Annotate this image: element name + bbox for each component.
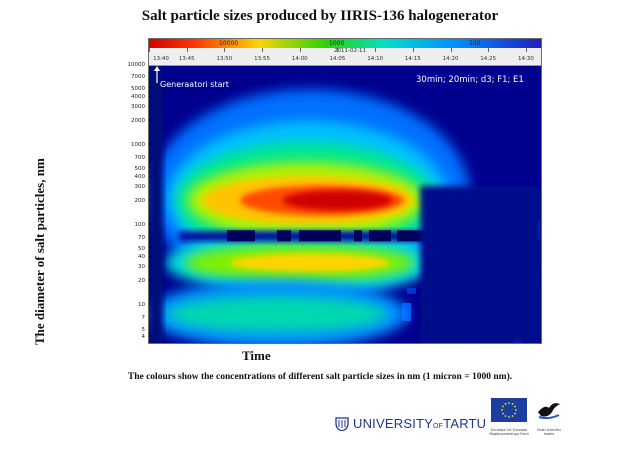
y-tick-label: 30 [138,264,145,271]
university-seal-icon [335,417,349,431]
colorbar: 10000 1000 100 [149,39,541,48]
caption: The colours show the concentrations of d… [127,372,513,382]
eu-star-icon [508,402,510,404]
chart-title: Salt particle sizes produced by IIRIS-13… [141,8,499,24]
ut-logo-text-main: UNIVERSITY [353,415,434,431]
x-tick-mark [299,48,301,52]
y-tick-label: 2000 [131,118,145,125]
y-tick-label: 10000 [127,62,146,68]
heat-band-mid [167,296,388,333]
heatmap-area [149,66,541,343]
y-tick-label: 200 [134,198,146,205]
y-tick-label: 700 [134,154,146,161]
heat-gap-block [397,230,431,242]
y-tick-label: 1000 [131,142,145,149]
eu-star-icon [508,416,510,418]
parameters-annotation: 30min; 20min; d3; F1; E1 [416,75,524,85]
x-tick-label: 13:50 [216,56,233,62]
chart-frame: 10000 1000 100 2011-02-11 13:40 13:45 13:5… [148,38,542,344]
y-tick-label: 100 [134,222,146,229]
eu-star-icon [504,415,507,417]
y-tick-label: 5000 [131,86,145,93]
y-tick-label: 3000 [131,103,145,110]
y-tick-label: 400 [134,174,146,181]
y-axis-label: The diameter of salt particles, nm [32,158,47,345]
y-tick-label: 7 [141,314,146,321]
heat-gap-block [277,230,291,242]
x-tick-mark [149,48,150,52]
y-tick-label: 50 [138,246,145,253]
ut-logo-text-of: OF [433,422,444,430]
x-tick-mark [262,48,264,52]
y-tick-label: 5 [141,326,146,333]
y-tick-label: 7000 [131,74,145,81]
swallow-icon [538,403,560,420]
x-tick-label: 13:45 [178,56,195,62]
heatmap-svg [149,66,541,343]
y-tick-label: 4 [141,334,146,341]
eu-star-icon [502,412,504,415]
y-tick-label: 500 [134,166,146,173]
heat-gap-block [227,230,255,242]
heat-gap-block [369,230,391,242]
time-axis: 2011-02-11 13:40 13:45 13:50 13:55 14:00 14:0… [149,48,541,66]
x-tick-label: 13:55 [254,56,270,62]
generator-start-annotation: Generaatori start [160,80,229,89]
eu-star-icon [514,412,516,415]
eu-star-icon [511,403,514,405]
y-tick-label: 20 [138,278,145,285]
x-tick-mark [337,48,339,52]
eu-star-icon [514,405,516,408]
y-tick-label: 70 [138,234,145,241]
university-of-tartu-logo: UNIVERSITYOFTARTU [335,415,486,431]
y-tick-label: 300 [134,184,146,191]
y-axis: 4 5 7 10 20 30 40 50 70 100 200 300 400 500 700 1000 200… [113,62,147,342]
x-tick-label: 14:10 [367,56,384,62]
estonian-future-logo: Eesti tuleviku heaks [534,398,564,436]
x-tick-label: 14:00 [291,56,308,62]
colorbar-label-1: 10000 [219,40,239,47]
heat-pre-start-column [149,66,163,343]
ut-logo-text-city: TARTU [443,415,487,431]
eu-flag-icon [491,398,527,422]
x-axis-label: Time [242,348,271,363]
y-tick-label: 4000 [131,93,145,100]
heat-band-core [282,190,393,211]
eu-star-icon [515,409,517,411]
x-tick-mark [412,48,414,52]
x-tick-label: 13:40 [153,56,169,62]
colorbar-label-3: 100 [469,40,481,47]
y-tick-label: 40 [138,254,145,261]
date-label: 2011-02-11 [334,48,366,54]
colorbar-label-2: 1000 [329,40,345,47]
eu-star-icon [501,409,503,411]
eu-logo-text: Euroopa Liit Euroopa Regionaalarengu Fon… [489,428,529,436]
heat-gap-block [354,230,362,242]
x-tick-mark [375,48,377,52]
heat-post-region [420,186,541,343]
x-tick-label: 14:25 [480,56,497,62]
x-tick-label: 14:15 [404,56,421,62]
eu-star-icon [511,415,514,417]
ee-logo-text: Eesti tuleviku heaks [537,428,561,436]
eu-regional-fund-logo: Euroopa Liit Euroopa Regionaalarengu Fon… [488,398,530,436]
arrow-up-icon [154,66,160,83]
x-tick-mark [186,48,188,52]
heat-band-core [229,253,390,272]
eu-star-icon [502,405,504,408]
x-tick-mark [525,48,527,52]
y-tick-label: 10 [138,302,145,309]
x-tick-label: 14:05 [329,56,346,62]
x-tick-mark [450,48,452,52]
heat-cell [407,288,416,294]
x-tick-label: 14:30 [517,56,534,62]
eu-star-icon [504,403,507,405]
x-tick-label: 14:20 [442,56,459,62]
x-tick-mark [488,48,490,52]
heat-gap-block [299,230,341,242]
x-tick-mark [224,48,226,52]
